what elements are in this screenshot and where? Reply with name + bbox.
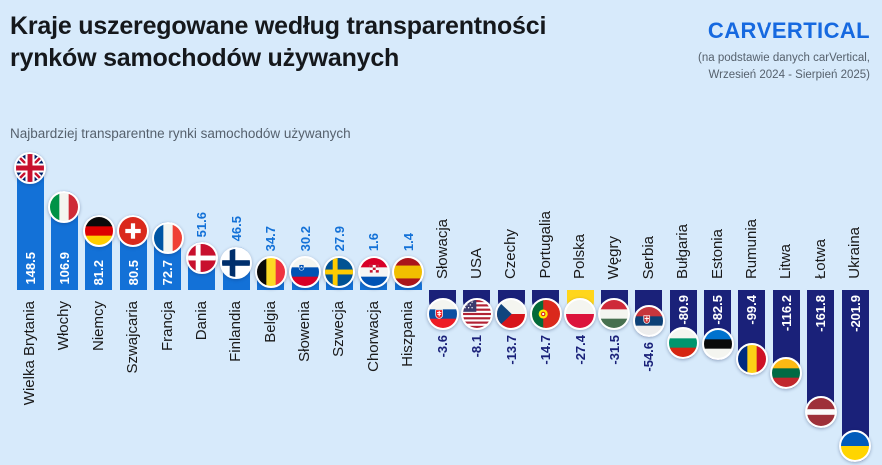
chart-subtitle: Najbardziej transparentne rynki samochod… [10,126,351,141]
country-label: Łotwa [811,238,829,279]
flag-icon-rs [632,304,665,337]
title-line-2: rynków samochodów używanych [10,44,400,72]
bar-value: 34.7 [263,225,279,251]
country-label: Litwa [777,243,795,279]
country-label: USA [467,248,485,279]
flag-icon-dk [185,242,218,275]
country-label: Belgia [261,301,279,343]
bar-value: 27.9 [331,225,347,251]
bar-value: -80.9 [675,295,691,325]
flag-icon-pl [564,298,597,330]
bar-value: -14.7 [538,335,554,365]
flag-icon-bg [667,326,700,359]
country-label: Francja [158,301,176,352]
bar-value: 1.6 [366,232,382,251]
bar-value: -3.6 [435,335,451,358]
bar-value: -27.4 [572,335,588,365]
country-label: Portugalia [536,211,554,279]
bar-value: 72.7 [160,259,176,285]
country-label: Niemcy [89,301,107,352]
country-label: Hiszpania [399,301,417,367]
country-label: Wielka Brytania [21,301,38,406]
country-label: Chorwacja [364,301,382,372]
country-label: Serbia [639,235,657,279]
country-label: Szwajcaria [124,301,142,374]
country-label: Rumunia [742,218,760,279]
flag-icon-ua [839,430,872,462]
country-label: Finlandia [227,301,245,362]
country-label: Włochy [55,301,73,351]
flag-icon-ro [735,342,768,375]
country-label: Słowacja [433,218,451,279]
flag-icon-us [460,298,493,330]
bar-value: -161.8 [813,295,829,332]
country-label: Bułgaria [674,223,692,279]
flag-icon-lv [804,395,837,428]
flag-icon-sk [426,298,459,330]
carvertical-logo: CARVERTICAL [707,18,870,43]
bar-value: 148.5 [22,252,38,285]
country-label: Słowenia [296,301,314,362]
bar-value: 51.6 [194,211,210,238]
data-source-note: (na podstawie danych carVertical, Wrzesi… [698,52,870,82]
bar-value: 1.4 [400,232,416,251]
flag-icon-es [392,256,425,288]
flag-icon-hu [598,298,631,330]
bar-value: 106.9 [56,252,72,285]
bar-value: -99.4 [744,295,760,325]
bar-value: 30.2 [297,225,313,251]
country-label: Polska [571,233,589,279]
flag-icon-it [48,190,81,223]
flag-icon-se [323,256,356,288]
bar-value: -82.5 [710,295,726,325]
flag-icon-be [254,256,287,288]
country-label: Węgry [605,235,623,279]
page-title: Kraje uszeregowane według transparentnoś… [10,10,546,74]
bar-value: -8.1 [469,335,485,358]
title-line-1: Kraje uszeregowane według transparentnoś… [10,12,547,40]
flag-icon-gb [14,152,46,184]
flag-icon-pt [529,298,562,330]
flag-icon-cz [495,298,528,330]
bar-value: 46.5 [228,216,244,242]
country-label: Estonia [708,228,726,279]
bar-value: 80.5 [125,259,141,285]
bar-value: -116.2 [778,295,794,332]
flag-icon-de [82,214,115,247]
country-label: Dania [192,301,210,341]
country-label: Czechy [502,228,520,279]
flag-icon-si [289,256,322,288]
bar-value: -31.5 [606,335,622,365]
logo-v-glyph: V [756,18,772,43]
flag-icon-ee [701,328,734,361]
flag-icon-hr [357,256,390,288]
flag-icon-lt [770,356,803,389]
bar-value: -201.9 [847,295,863,332]
bar-value: -54.6 [641,341,657,372]
bar-value: -13.7 [503,335,519,365]
country-label: Ukraina [846,227,864,279]
flag-icon-fr [151,222,184,255]
country-label: Szwecja [330,301,348,357]
flag-icon-ch [117,215,150,248]
flag-icon-fi [220,246,253,279]
bar-value: 81.2 [91,259,107,285]
